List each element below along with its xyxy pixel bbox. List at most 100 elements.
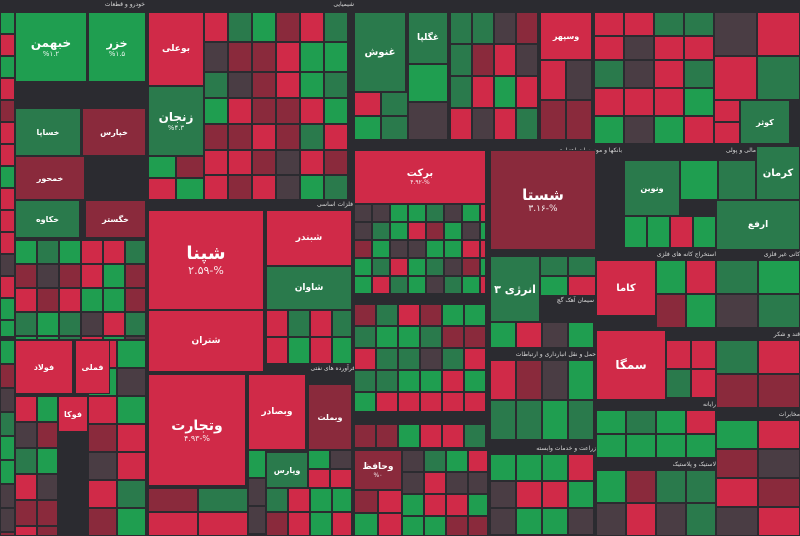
treemap-small-tile[interactable] xyxy=(758,507,800,536)
treemap-small-tile[interactable] xyxy=(81,312,103,336)
treemap-small-tile[interactable] xyxy=(757,12,800,56)
treemap-small-tile[interactable] xyxy=(0,34,15,56)
treemap-tile[interactable]: شبندر xyxy=(266,210,352,266)
treemap-small-tile[interactable] xyxy=(288,310,310,337)
treemap-small-tile[interactable] xyxy=(684,88,714,116)
treemap-tile[interactable]: خمحور xyxy=(15,156,85,200)
treemap-small-tile[interactable] xyxy=(594,116,624,144)
treemap-small-tile[interactable] xyxy=(330,450,352,469)
treemap-small-tile[interactable] xyxy=(288,512,310,536)
treemap-small-tile[interactable] xyxy=(378,490,402,513)
treemap-small-tile[interactable] xyxy=(288,488,310,512)
treemap-small-tile[interactable] xyxy=(252,150,276,175)
treemap-small-tile[interactable] xyxy=(490,360,516,400)
treemap-small-tile[interactable] xyxy=(566,60,592,100)
treemap-small-tile[interactable] xyxy=(693,216,716,248)
treemap-small-tile[interactable] xyxy=(354,348,376,370)
treemap-small-tile[interactable] xyxy=(596,470,626,503)
treemap-small-tile[interactable] xyxy=(656,470,686,503)
treemap-small-tile[interactable] xyxy=(398,370,420,392)
treemap-small-tile[interactable] xyxy=(490,454,516,481)
treemap-small-tile[interactable] xyxy=(354,513,378,536)
treemap-small-tile[interactable] xyxy=(198,512,248,536)
treemap-small-tile[interactable] xyxy=(444,276,462,294)
treemap-small-tile[interactable] xyxy=(0,56,15,78)
treemap-small-tile[interactable] xyxy=(88,424,117,452)
treemap-small-tile[interactable] xyxy=(103,288,125,312)
treemap-small-tile[interactable] xyxy=(81,240,103,264)
treemap-small-tile[interactable] xyxy=(540,100,566,140)
treemap-small-tile[interactable] xyxy=(324,98,348,124)
treemap-small-tile[interactable] xyxy=(444,240,462,258)
treemap-small-tile[interactable] xyxy=(716,294,758,328)
treemap-small-tile[interactable] xyxy=(516,108,538,140)
treemap-small-tile[interactable] xyxy=(716,507,758,536)
treemap-small-tile[interactable] xyxy=(0,364,15,388)
treemap-small-tile[interactable] xyxy=(276,98,300,124)
treemap-small-tile[interactable] xyxy=(103,264,125,288)
treemap-tile[interactable]: شستا %-۳.۱۶ xyxy=(490,150,596,250)
treemap-small-tile[interactable] xyxy=(324,72,348,98)
treemap-small-tile[interactable] xyxy=(37,526,58,536)
treemap-small-tile[interactable] xyxy=(402,472,424,494)
treemap-tile[interactable]: کوثر xyxy=(740,100,790,144)
treemap-small-tile[interactable] xyxy=(390,258,408,276)
treemap-small-tile[interactable] xyxy=(464,392,486,412)
treemap-tile[interactable]: وحافظ %۰ xyxy=(354,450,402,490)
treemap-tile[interactable]: وپارس xyxy=(266,452,308,488)
treemap-small-tile[interactable] xyxy=(516,481,542,508)
treemap-small-tile[interactable] xyxy=(37,396,58,422)
treemap-small-tile[interactable] xyxy=(117,508,146,536)
treemap-small-tile[interactable] xyxy=(354,92,381,116)
treemap-small-tile[interactable] xyxy=(654,88,684,116)
treemap-small-tile[interactable] xyxy=(596,434,626,458)
treemap-small-tile[interactable] xyxy=(450,44,472,76)
treemap-small-tile[interactable] xyxy=(594,12,624,36)
treemap-small-tile[interactable] xyxy=(228,42,252,72)
treemap-small-tile[interactable] xyxy=(686,260,716,294)
treemap-tile[interactable]: وبصادر xyxy=(248,374,306,450)
treemap-small-tile[interactable] xyxy=(0,100,15,122)
treemap-small-tile[interactable] xyxy=(354,424,376,448)
treemap-small-tile[interactable] xyxy=(300,98,324,124)
treemap-small-tile[interactable] xyxy=(714,122,740,144)
treemap-small-tile[interactable] xyxy=(442,326,464,348)
treemap-small-tile[interactable] xyxy=(442,348,464,370)
treemap-small-tile[interactable] xyxy=(310,310,332,337)
treemap-small-tile[interactable] xyxy=(381,92,408,116)
treemap-tile[interactable]: ارفع xyxy=(716,200,800,250)
treemap-small-tile[interactable] xyxy=(686,470,716,503)
treemap-small-tile[interactable] xyxy=(59,288,81,312)
treemap-tile[interactable]: فوکا xyxy=(58,396,88,432)
treemap-small-tile[interactable] xyxy=(252,72,276,98)
treemap-small-tile[interactable] xyxy=(204,72,228,98)
treemap-small-tile[interactable] xyxy=(442,392,464,412)
treemap-small-tile[interactable] xyxy=(310,512,332,536)
treemap-small-tile[interactable] xyxy=(252,98,276,124)
treemap-small-tile[interactable] xyxy=(444,258,462,276)
treemap-small-tile[interactable] xyxy=(324,150,348,175)
treemap-small-tile[interactable] xyxy=(37,336,59,340)
treemap-small-tile[interactable] xyxy=(354,392,376,412)
treemap-small-tile[interactable] xyxy=(103,336,125,340)
treemap-small-tile[interactable] xyxy=(266,337,288,364)
treemap-small-tile[interactable] xyxy=(472,76,494,108)
treemap-small-tile[interactable] xyxy=(81,336,103,340)
treemap-small-tile[interactable] xyxy=(480,258,486,276)
treemap-small-tile[interactable] xyxy=(596,503,626,536)
treemap-small-tile[interactable] xyxy=(37,474,58,500)
treemap-small-tile[interactable] xyxy=(332,310,352,337)
treemap-small-tile[interactable] xyxy=(300,12,324,42)
treemap-small-tile[interactable] xyxy=(654,36,684,60)
treemap-small-tile[interactable] xyxy=(228,150,252,175)
treemap-small-tile[interactable] xyxy=(15,336,37,340)
treemap-small-tile[interactable] xyxy=(542,360,568,400)
treemap-small-tile[interactable] xyxy=(402,516,424,536)
treemap-small-tile[interactable] xyxy=(568,322,594,348)
treemap-small-tile[interactable] xyxy=(59,312,81,336)
treemap-small-tile[interactable] xyxy=(442,370,464,392)
treemap-small-tile[interactable] xyxy=(516,322,542,348)
treemap-small-tile[interactable] xyxy=(424,450,446,472)
treemap-small-tile[interactable] xyxy=(248,478,266,506)
treemap-small-tile[interactable] xyxy=(462,258,480,276)
